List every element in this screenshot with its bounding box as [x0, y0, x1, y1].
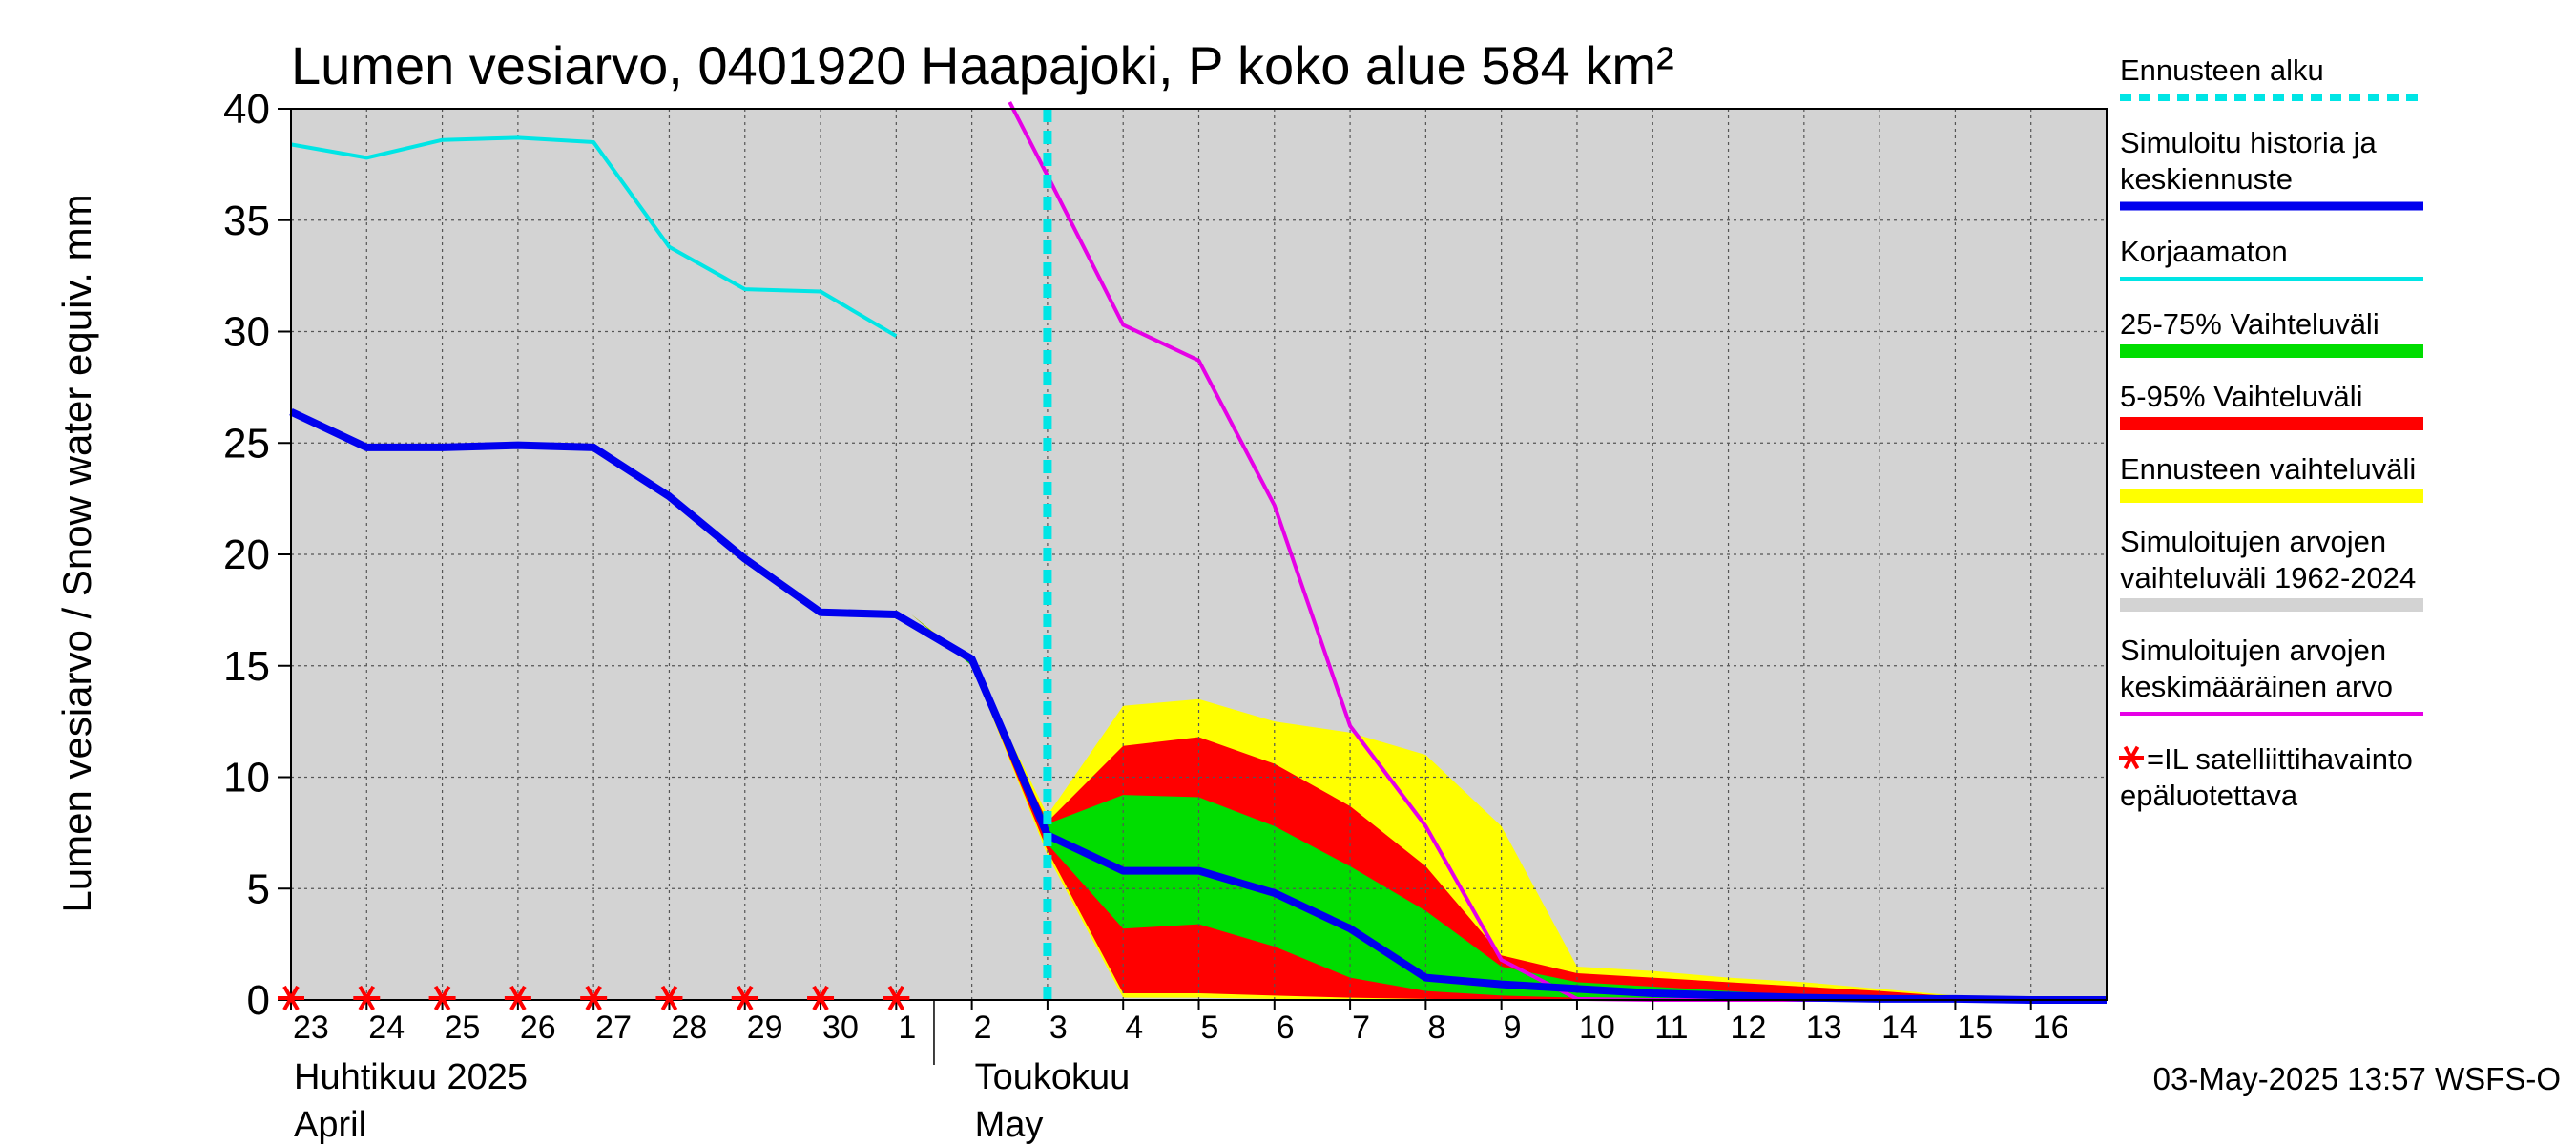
satellite-observation-marker	[655, 985, 683, 1011]
y-tick-label: 5	[247, 865, 270, 912]
legend-label: 5-95% Vaihteluväli	[2120, 380, 2362, 413]
y-tick-label: 20	[223, 531, 270, 578]
x-tick-label: 9	[1504, 1010, 1522, 1046]
series-korjaamaton	[290, 135, 898, 338]
y-tick-label: 30	[223, 309, 270, 356]
legend-label: Korjaamaton	[2120, 235, 2288, 268]
legend-star-icon	[2119, 745, 2144, 770]
y-axis-label: Lumen vesiarvo / Snow water equiv. mm	[54, 194, 99, 912]
month-label: Huhtikuu 2025	[294, 1057, 528, 1097]
satellite-observation-marker	[731, 985, 758, 1011]
y-tick-label: 25	[223, 420, 270, 467]
y-tick-label: 10	[223, 755, 270, 802]
x-tick-label: 2	[974, 1010, 992, 1046]
satellite-observation-marker	[807, 985, 835, 1011]
legend-label: keskimääräinen arvo	[2120, 670, 2393, 703]
legend-label: Simuloitujen arvojen	[2120, 634, 2386, 667]
satellite-observation-marker	[883, 985, 910, 1011]
x-tick-label: 28	[671, 1010, 707, 1046]
legend-label: Simuloitujen arvojen	[2120, 525, 2386, 558]
satellite-observation-marker	[353, 985, 381, 1011]
month-label-english: May	[975, 1105, 1044, 1145]
satellite-observation-marker	[504, 985, 531, 1011]
y-tick-label: 15	[223, 643, 270, 690]
x-tick-label: 4	[1125, 1010, 1143, 1046]
legend-label: Ennusteen alku	[2120, 53, 2324, 87]
x-tick-label: 1	[898, 1010, 916, 1046]
series-simuloitu-historia-ja-keskiennuste	[289, 407, 2107, 1004]
band-25-75-vaihteluvali	[911, 614, 2107, 1000]
legend-label: epäluotettava	[2120, 779, 2298, 812]
x-tick-label: 29	[747, 1010, 783, 1046]
y-tick-label: 40	[223, 86, 270, 133]
legend-item-5-95-vaihteluvali: 5-95% Vaihteluväli	[2120, 380, 2423, 430]
legend-label: 25-75% Vaihteluväli	[2120, 307, 2379, 341]
legend-label: Simuloitu historia ja	[2120, 126, 2378, 159]
x-tick-label: 14	[1881, 1010, 1918, 1046]
x-tick-label: 26	[520, 1010, 556, 1046]
satellite-observation-marker	[278, 985, 304, 1011]
y-tick-label: 35	[223, 198, 270, 244]
legend-item-ennusteen-alku: Ennusteen alku	[2120, 53, 2423, 101]
satellite-observation-marker	[580, 985, 608, 1011]
legend-label: keskiennuste	[2120, 162, 2293, 196]
legend-item-korjaamaton: Korjaamaton	[2120, 235, 2423, 281]
satellite-observation-marker	[428, 985, 456, 1011]
x-tick-label: 23	[293, 1010, 329, 1046]
x-tick-label: 27	[595, 1010, 632, 1046]
x-tick-label: 11	[1654, 1010, 1688, 1046]
x-tick-label: 6	[1277, 1010, 1295, 1046]
x-tick-label: 13	[1806, 1010, 1842, 1046]
x-tick-label: 3	[1049, 1010, 1068, 1046]
x-tick-label: 30	[822, 1010, 859, 1046]
month-label-english: April	[294, 1105, 366, 1145]
x-tick-label: 7	[1352, 1010, 1370, 1046]
x-tick-label: 15	[1957, 1010, 1993, 1046]
month-label: Toukokuu	[975, 1057, 1131, 1097]
legend-label: vaihteluväli 1962-2024	[2120, 561, 2416, 594]
chart-title: Lumen vesiarvo, 0401920 Haapajoki, P kok…	[291, 35, 1674, 95]
x-tick-label: 25	[445, 1010, 481, 1046]
legend-item-ennusteen-vaihteluvali: Ennusteen vaihteluväli	[2120, 452, 2423, 503]
x-tick-label: 24	[368, 1010, 405, 1046]
legend-label: Ennusteen vaihteluväli	[2120, 452, 2416, 486]
y-tick-label: 0	[247, 977, 270, 1024]
x-tick-label: 12	[1731, 1010, 1767, 1046]
legend-label: =IL satelliittihavainto	[2147, 742, 2413, 776]
x-tick-label: 8	[1427, 1010, 1445, 1046]
timestamp-footer: 03-May-2025 13:57 WSFS-O	[2153, 1061, 2561, 1096]
x-tick-label: 5	[1201, 1010, 1219, 1046]
x-tick-label: 10	[1579, 1010, 1615, 1046]
x-tick-label: 16	[2033, 1010, 2069, 1046]
legend-item-25-75-vaihteluvali: 25-75% Vaihteluväli	[2120, 307, 2423, 358]
